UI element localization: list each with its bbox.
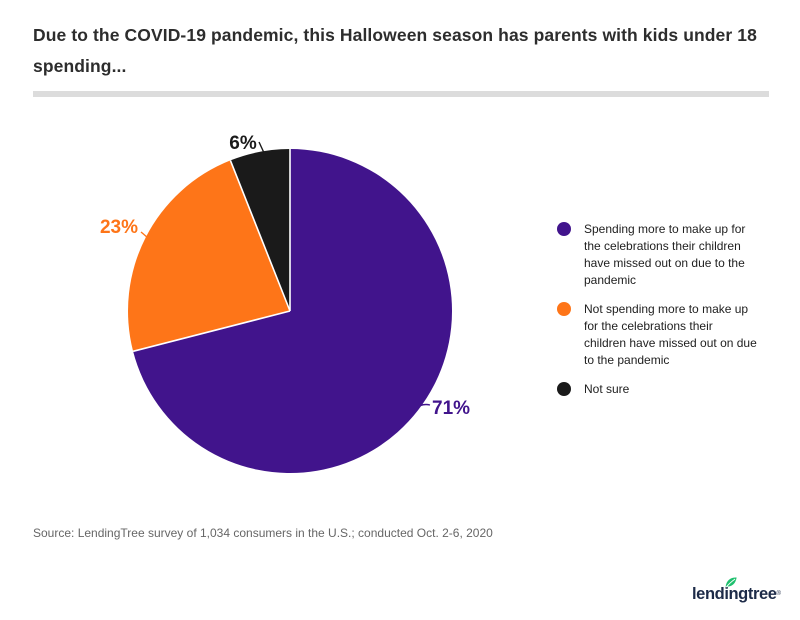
pie-slice-2	[230, 149, 290, 311]
legend-label: Not spending more to make up for the cel…	[584, 302, 757, 367]
label-leader-line	[258, 141, 266, 156]
slice-percent-label: 23%	[100, 217, 138, 238]
slice-separator	[132, 310, 291, 353]
legend-item-0: Spending more to make up for the celebra…	[557, 221, 757, 289]
legend-label: Not sure	[584, 382, 630, 396]
pie-slice-0	[133, 149, 453, 473]
legend-dot-icon	[557, 382, 571, 396]
legend-item-2: Not sure	[557, 381, 757, 398]
source-note: Source: LendingTree survey of 1,034 cons…	[33, 526, 493, 540]
leaf-vein	[725, 578, 736, 588]
leaf-icon	[725, 577, 737, 588]
legend-item-1: Not spending more to make up for the cel…	[557, 301, 757, 369]
slice-separator	[229, 160, 291, 312]
title-divider	[33, 91, 769, 97]
legend-dot-icon	[557, 222, 571, 236]
pie-slice-1	[128, 160, 290, 352]
legend-label: Spending more to make up for the celebra…	[584, 222, 746, 287]
pie-chart-svg: 71% 23% 6%	[100, 133, 470, 473]
slice-percent-label: 71%	[432, 398, 470, 419]
chart-title: Due to the COVID-19 pandemic, this Hallo…	[33, 25, 757, 76]
logo-wordmark: lendingtree	[692, 585, 777, 603]
legend: Spending more to make up for the celebra…	[557, 221, 757, 410]
slice-percent-label: 6%	[229, 133, 257, 154]
label-leader-line	[413, 403, 431, 410]
registered-mark: ®	[776, 591, 781, 597]
label-leader-line	[140, 231, 153, 243]
lendingtree-logo: lendingtree®	[692, 577, 781, 607]
legend-dot-icon	[557, 302, 571, 316]
